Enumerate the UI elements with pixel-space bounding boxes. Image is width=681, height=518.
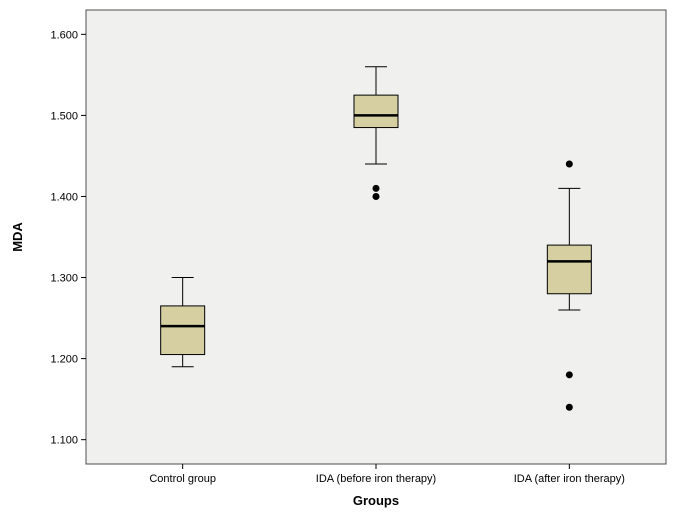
y-tick-label: 1.200: [50, 354, 78, 366]
iqr-box: [160, 305, 206, 356]
y-tick-label: 1.500: [50, 110, 78, 122]
y-tick-label: 1.600: [50, 29, 78, 41]
plot-layer: 1.100 1.200 1.300 1.400 1.500 1.600 Control gr…: [50, 9, 667, 485]
y-tick-label: 1.400: [50, 191, 78, 203]
outlier-point: [372, 192, 380, 200]
outlier-point: [372, 184, 380, 192]
x-axis-title: Groups: [353, 493, 399, 508]
category-label: IDA (after iron therapy): [514, 473, 625, 485]
y-tick-label: 1.100: [50, 435, 78, 447]
y-axis-title: MDA: [10, 222, 25, 252]
category-label: IDA (before iron therapy): [316, 473, 436, 485]
y-tick-label: 1.300: [50, 273, 78, 285]
outlier-point: [565, 371, 573, 379]
outlier-point: [565, 160, 573, 168]
outlier-point: [565, 403, 573, 411]
iqr-box: [353, 94, 399, 129]
iqr-box: [546, 244, 592, 295]
category-label: Control group: [149, 473, 216, 485]
